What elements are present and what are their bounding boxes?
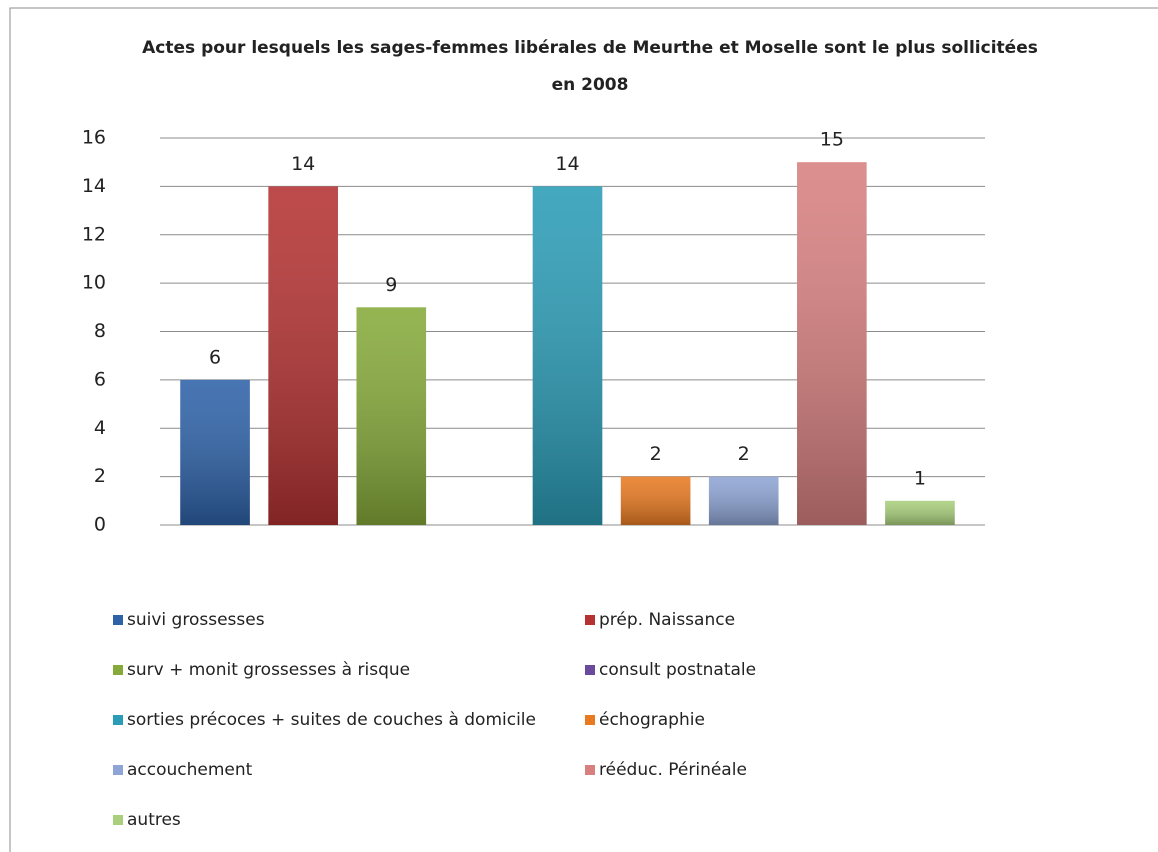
legend-label: accouchement [127,760,253,780]
legend-swatch [113,665,123,675]
legend-label: surv + monit grossesses à risque [127,660,410,680]
y-tick-label: 14 [82,175,106,197]
chart-title: en 2008 [552,75,629,95]
legend-swatch [585,615,595,625]
legend-swatch [113,715,123,725]
legend-label: prép. Naissance [599,610,735,630]
y-tick-label: 2 [94,465,106,487]
legend-swatch [585,715,595,725]
data-label: 2 [738,443,750,465]
data-label: 14 [555,153,579,175]
y-tick-label: 6 [94,368,106,390]
legend-swatch [585,765,595,775]
bar-shade [797,162,867,525]
y-tick-label: 10 [82,272,106,294]
legend-label: suivi grossesses [127,610,265,630]
data-label: 15 [820,129,844,151]
legend-label: autres [127,810,181,830]
data-label: 9 [385,274,397,296]
legend-label: consult postnatale [599,660,756,680]
y-tick-label: 0 [94,514,106,536]
y-tick-label: 4 [94,417,106,439]
y-tick-label: 12 [82,223,106,245]
data-label: 1 [914,467,926,489]
bar-shade [620,476,691,525]
legend-swatch [113,615,123,625]
chart-title: Actes pour lesquels les sages-femmes lib… [142,38,1038,58]
bar-shade [268,186,338,525]
data-label: 2 [650,443,662,465]
legend-swatch [113,765,123,775]
bar-shade [708,476,779,525]
legend-swatch [585,665,595,675]
data-label: 6 [209,346,221,368]
data-label: 14 [291,153,315,175]
bar-shade [180,379,250,525]
bar-shade [885,500,955,525]
bar-shade [356,307,427,525]
legend-label: rééduc. Périnéale [599,760,747,780]
legend-label: échographie [599,710,705,730]
bar-shade [532,186,603,525]
y-tick-label: 8 [94,320,106,342]
y-tick-label: 16 [82,127,106,149]
legend-label: sorties précoces + suites de couches à d… [127,710,536,730]
legend-swatch [113,815,123,825]
